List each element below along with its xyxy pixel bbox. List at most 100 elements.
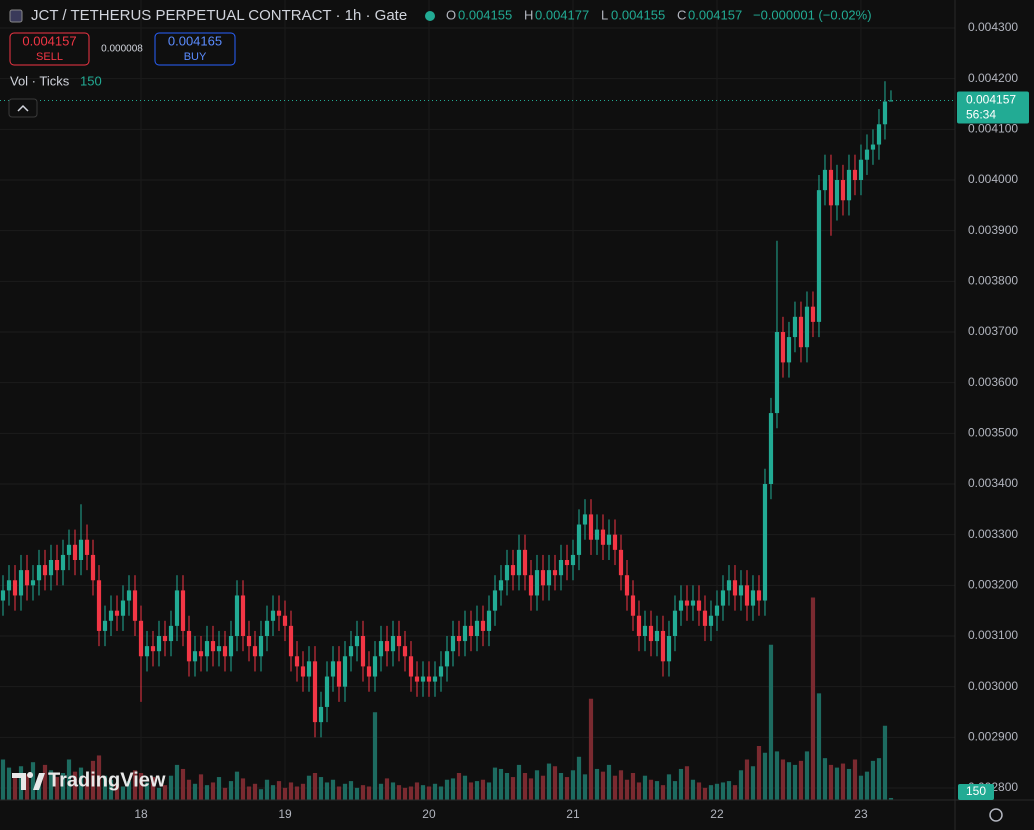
volume-bar <box>882 725 888 800</box>
volume-bar <box>402 787 408 800</box>
candle-body <box>792 316 798 338</box>
volume-bar <box>78 767 84 800</box>
candle-body <box>846 169 852 201</box>
volume-bar <box>792 764 798 800</box>
candle-body <box>240 595 246 636</box>
volume-bar <box>18 766 24 800</box>
settings-icon[interactable] <box>989 808 1003 822</box>
candle-body <box>714 605 720 616</box>
candle-body <box>120 600 126 616</box>
volume-bar <box>378 783 384 800</box>
volume-bar <box>252 783 258 800</box>
volume-bar <box>576 756 582 800</box>
volume-bar <box>222 787 228 800</box>
volume-bar <box>390 782 396 800</box>
volume-bar <box>432 783 438 800</box>
candle-body <box>438 666 444 677</box>
volume-bar <box>288 782 294 800</box>
volume-bar <box>606 764 612 800</box>
symbol-title[interactable]: JCT / TETHERUS PERPETUAL CONTRACT · 1h ·… <box>31 7 407 24</box>
candle-body <box>114 610 120 616</box>
candle-body <box>270 610 276 621</box>
ohlc-label: C <box>677 7 686 22</box>
volume-bar <box>360 785 366 800</box>
volume-bar <box>888 797 894 800</box>
volume-bar <box>504 773 510 800</box>
candle-body <box>198 651 204 657</box>
volume-bar <box>396 785 402 800</box>
volume-bar <box>168 775 174 800</box>
candle-body <box>804 306 810 348</box>
volume-bar <box>834 767 840 800</box>
candle-body <box>312 661 318 723</box>
candle-body <box>42 565 48 576</box>
y-tick-label: 0.003000 <box>968 679 1018 693</box>
volume-bar <box>552 766 558 800</box>
candle-body <box>672 610 678 636</box>
volume-bar <box>216 777 222 800</box>
candle-body <box>858 159 864 181</box>
candle-body <box>510 565 516 576</box>
candle-body <box>138 620 144 657</box>
ohlc-label: O <box>446 7 456 22</box>
watermark[interactable]: TradingView <box>48 769 166 791</box>
volume-bar <box>366 786 372 800</box>
sell-button[interactable] <box>9 32 90 66</box>
volume-bar <box>48 770 54 800</box>
candle-body <box>834 180 840 206</box>
volume-bar <box>750 766 756 800</box>
volume-bar <box>468 782 474 800</box>
volume-bar <box>672 781 678 800</box>
axes: 0.0028000.0029000.0030000.0031000.003200… <box>134 20 1029 821</box>
candle-body <box>768 413 774 485</box>
y-tick-label: 0.003900 <box>968 223 1018 237</box>
volume-bar <box>816 693 822 800</box>
grid <box>0 0 955 800</box>
volume-bar <box>558 773 564 800</box>
candle-body <box>54 560 60 571</box>
volume-tag-label: 150 <box>966 784 986 798</box>
buy-button[interactable] <box>154 32 236 66</box>
candle-body <box>576 524 582 555</box>
candle-body <box>654 630 660 642</box>
volume-bar <box>438 786 444 800</box>
candle-body <box>18 570 24 596</box>
candle-body <box>288 625 294 657</box>
candle-body <box>732 580 738 596</box>
x-tick-label: 23 <box>854 807 868 821</box>
volume-bar <box>480 779 486 800</box>
volume-bar <box>162 785 168 800</box>
buy-price: 0.004165 <box>168 33 222 48</box>
candle-body <box>228 635 234 657</box>
y-tick-label: 0.003500 <box>968 426 1018 440</box>
volume-bar <box>312 773 318 800</box>
candle-body <box>66 544 72 555</box>
volume-bar <box>756 746 762 800</box>
volume-bar <box>600 771 606 800</box>
volume-bar <box>414 782 420 800</box>
volume-bar <box>762 752 768 800</box>
volume-bar <box>876 758 882 800</box>
volume-bar <box>840 763 846 800</box>
candle-body <box>342 656 348 687</box>
volume-bar <box>822 758 828 800</box>
ohlc-value: 0.004157 <box>688 7 742 22</box>
volume-bar <box>540 775 546 800</box>
candle-body <box>60 554 66 571</box>
candle-body <box>420 676 426 682</box>
candle-body <box>84 539 90 555</box>
candle-body <box>666 635 672 662</box>
volume-bar <box>612 775 618 800</box>
volume-bar <box>846 768 852 800</box>
volume-bar <box>648 779 654 800</box>
volume-bar <box>330 779 336 800</box>
volume-bar <box>588 698 594 800</box>
candle-body <box>474 620 480 636</box>
collapse-button[interactable] <box>8 98 38 118</box>
candle-body <box>90 554 96 581</box>
volume-bar <box>492 767 498 800</box>
candle-body <box>762 484 768 601</box>
candle-body <box>246 635 252 647</box>
volume-bar <box>570 770 576 800</box>
candle-body <box>636 615 642 636</box>
